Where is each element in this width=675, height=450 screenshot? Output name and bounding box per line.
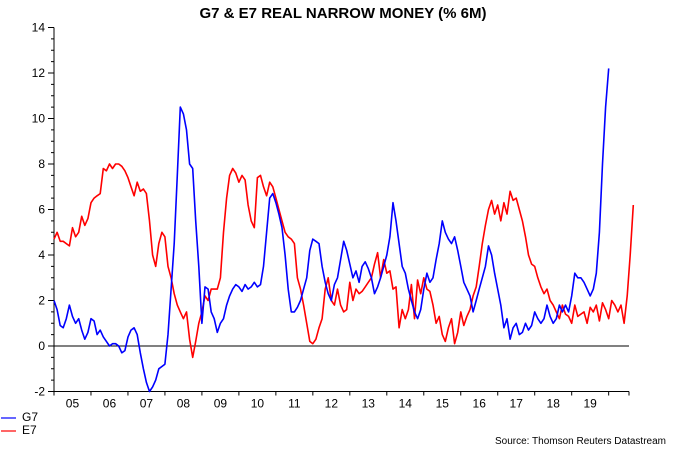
series-line-g7: [53, 68, 610, 393]
x-tick-label: 16: [473, 397, 487, 411]
x-tick-label: 19: [583, 397, 597, 411]
x-tick-label: 06: [103, 397, 117, 411]
x-axis: 05 06 07 08 09 10 11 12 13 14 15 16 17 18 19: [53, 391, 630, 411]
x-tick-label: 05: [66, 397, 80, 411]
series-line-e7: [53, 163, 635, 359]
y-tick-label: 12: [32, 66, 46, 80]
x-tick-label: 12: [325, 397, 339, 411]
y-tick-label: 10: [32, 112, 46, 126]
x-tick-label: 11: [288, 397, 301, 411]
y-tick-label: -2: [34, 385, 45, 399]
x-tick-label: 14: [399, 397, 413, 411]
y-tick-label: 2: [38, 294, 45, 308]
y-tick-label: 14: [32, 21, 46, 35]
x-tick-label: 10: [251, 397, 265, 411]
y-tick-label: 8: [38, 157, 45, 171]
y-axis: -2 0 2 4 6 8 10 12 14: [32, 21, 55, 399]
y-tick-label: 4: [38, 248, 45, 262]
x-tick-label: 07: [140, 397, 154, 411]
x-tick-label: 17: [510, 397, 524, 411]
x-tick-label: 13: [362, 397, 376, 411]
source-note: Source: Thomson Reuters Datastream: [495, 436, 666, 447]
y-tick-label: 0: [38, 339, 45, 353]
legend-label-e7: E7: [22, 423, 37, 437]
legend-label-g7: G7: [22, 410, 38, 424]
x-tick-label: 08: [177, 397, 191, 411]
x-tick-label: 09: [214, 397, 228, 411]
legend: G7 E7: [1, 410, 38, 437]
chart-title: G7 & E7 REAL NARROW MONEY (% 6M): [200, 5, 487, 22]
y-tick-label: 6: [38, 203, 45, 217]
x-tick-label: 18: [547, 397, 561, 411]
series-layer: [53, 68, 635, 393]
x-tick-label: 15: [436, 397, 450, 411]
